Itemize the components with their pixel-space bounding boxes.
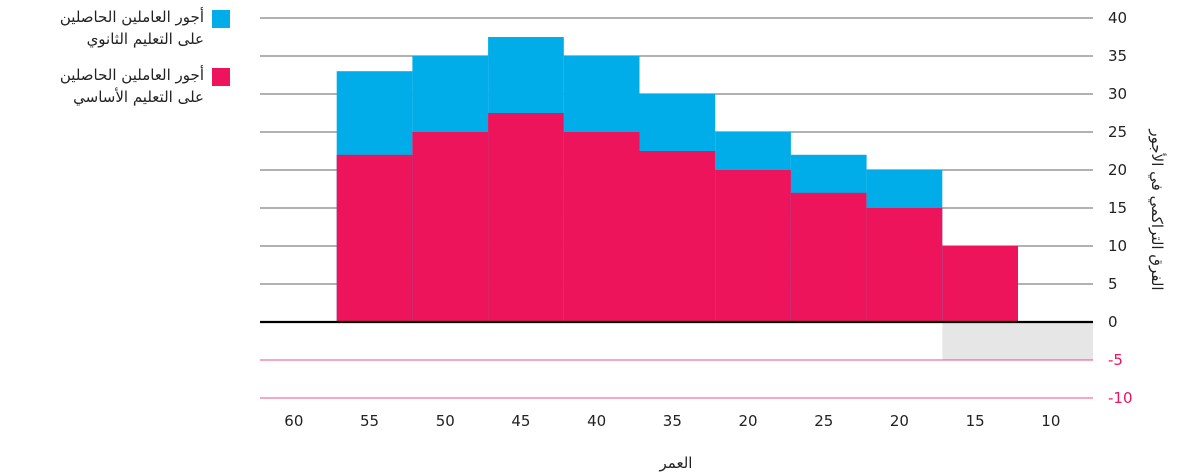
x-tick-label: 20 bbox=[739, 412, 758, 430]
legend-swatch-basic bbox=[212, 68, 230, 86]
y-tick-label: -10 bbox=[1108, 389, 1133, 407]
y-tick-labels: 40 35 30 25 20 15 10 5 0 -5 -10 bbox=[1108, 9, 1133, 407]
legend-label-secondary: أجور العاملين الحاصلين على التعليم الثان… bbox=[59, 8, 204, 48]
x-tick-label: 45 bbox=[511, 412, 530, 430]
bar-basic bbox=[639, 151, 716, 322]
bar-basic bbox=[488, 113, 564, 322]
y-tick-label: 20 bbox=[1108, 161, 1127, 179]
bar-basic bbox=[866, 208, 943, 322]
y-axis-label: الفرق التراكمي في الأجور bbox=[1147, 128, 1167, 290]
legend: أجور العاملين الحاصلين على التعليم الثان… bbox=[10, 6, 230, 122]
y-tick-label: 25 bbox=[1108, 123, 1127, 141]
legend-item-basic: أجور العاملين الحاصلين على التعليم الأسا… bbox=[10, 64, 230, 108]
y-tick-label: 30 bbox=[1108, 85, 1127, 103]
legend-label-basic: أجور العاملين الحاصلين على التعليم الأسا… bbox=[59, 66, 204, 106]
y-tick-label: 10 bbox=[1108, 237, 1127, 255]
bar-basic bbox=[336, 154, 413, 322]
x-tick-label: 55 bbox=[360, 412, 379, 430]
bar-basic bbox=[715, 170, 791, 322]
x-tick-label: 25 bbox=[814, 412, 833, 430]
bar-basic bbox=[563, 132, 640, 322]
y-tick-label: 40 bbox=[1108, 9, 1127, 27]
bar-basic bbox=[790, 192, 867, 322]
y-tick-label: 5 bbox=[1108, 275, 1118, 293]
x-axis-label: العمر bbox=[659, 454, 693, 472]
bar-basic bbox=[942, 246, 1018, 322]
shaded-region-layer bbox=[942, 322, 1093, 360]
shaded-region bbox=[942, 322, 1093, 360]
x-tick-label: 15 bbox=[966, 412, 985, 430]
y-tick-label: 15 bbox=[1108, 199, 1127, 217]
y-tick-label: 35 bbox=[1108, 47, 1127, 65]
bar-basic bbox=[412, 132, 489, 322]
legend-item-secondary: أجور العاملين الحاصلين على التعليم الثان… bbox=[10, 6, 230, 50]
y-tick-label: 0 bbox=[1108, 313, 1118, 331]
x-tick-label: 20 bbox=[890, 412, 909, 430]
legend-swatch-secondary bbox=[212, 10, 230, 28]
x-tick-label: 60 bbox=[284, 412, 303, 430]
y-tick-label: -5 bbox=[1108, 351, 1123, 369]
x-tick-label: 35 bbox=[663, 412, 682, 430]
x-tick-label: 10 bbox=[1041, 412, 1060, 430]
x-tick-label: 50 bbox=[436, 412, 455, 430]
x-tick-labels: 60 55 50 45 40 35 20 25 20 15 10 bbox=[284, 412, 1060, 430]
x-tick-label: 40 bbox=[587, 412, 606, 430]
bars-layer bbox=[336, 37, 1018, 322]
